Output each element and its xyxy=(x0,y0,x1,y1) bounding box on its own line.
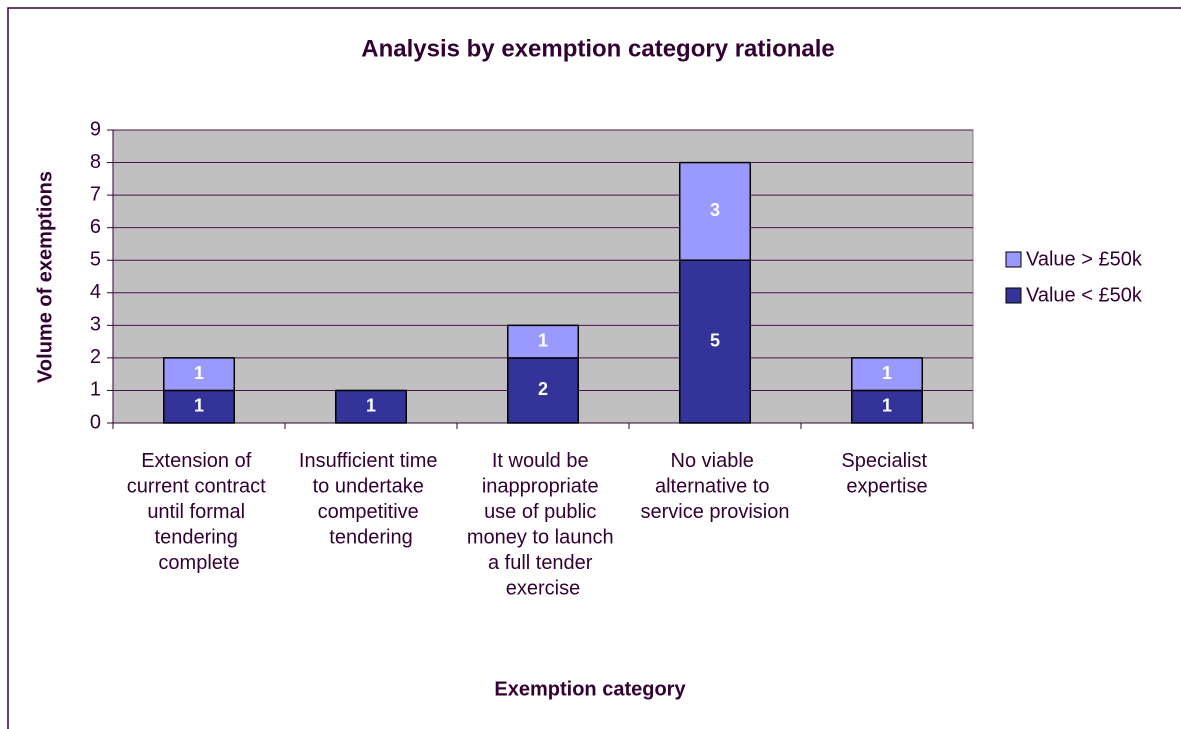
data-label: 1 xyxy=(882,395,892,415)
chart-title: Analysis by exemption category rationale xyxy=(361,35,835,62)
y-tick-label: 7 xyxy=(90,183,101,205)
data-label: 1 xyxy=(194,395,204,415)
y-tick-label: 6 xyxy=(90,216,101,238)
x-tick-label: It would be inappropriate use of public … xyxy=(467,450,619,600)
data-label: 3 xyxy=(710,200,720,220)
data-label: 1 xyxy=(194,363,204,383)
y-tick-label: 0 xyxy=(90,411,101,433)
legend-label: Value < £50k xyxy=(1026,284,1143,306)
data-label: 5 xyxy=(710,330,720,350)
data-label: 1 xyxy=(882,363,892,383)
bar-segment xyxy=(506,357,580,424)
bar-segment xyxy=(162,357,236,392)
y-tick-label: 5 xyxy=(90,249,101,271)
y-tick-label: 1 xyxy=(90,379,101,401)
x-axis-title: Exemption category xyxy=(494,678,686,700)
x-tick-label: Specialist expertise xyxy=(841,450,932,498)
y-tick-label: 9 xyxy=(90,118,101,140)
legend-swatch xyxy=(1005,287,1022,304)
x-tick-label: Insufficient time to undertake competiti… xyxy=(299,450,443,549)
y-tick-label: 3 xyxy=(90,314,101,336)
bar-segment xyxy=(506,324,580,359)
data-label: 1 xyxy=(366,395,376,415)
bar-segment xyxy=(850,389,924,424)
bar-segment xyxy=(850,357,924,392)
bar-segment xyxy=(678,161,752,261)
data-label: 2 xyxy=(538,379,548,399)
bar-segment xyxy=(162,389,236,424)
y-tick-label: 2 xyxy=(90,346,101,368)
legend-label: Value > £50k xyxy=(1026,248,1143,270)
y-tick-label: 4 xyxy=(90,281,101,303)
y-axis-title: Volume of exemptions xyxy=(34,171,56,383)
bar-segment xyxy=(334,389,408,424)
x-tick-label: Extension of current contract until form… xyxy=(127,450,272,574)
legend-swatch xyxy=(1005,251,1022,268)
bar-segment xyxy=(678,259,752,424)
y-tick-label: 8 xyxy=(90,151,101,173)
data-label: 1 xyxy=(538,330,548,350)
x-tick-label: No viable alternative to service provisi… xyxy=(641,450,790,523)
